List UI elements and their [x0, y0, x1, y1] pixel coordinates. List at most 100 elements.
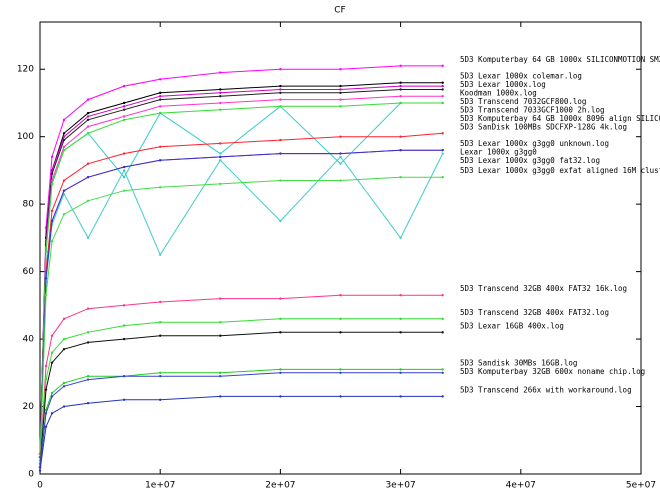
- data-point: [339, 152, 342, 155]
- data-point: [159, 300, 162, 304]
- data-point: [50, 412, 54, 415]
- data-point: [44, 378, 48, 381]
- data-line: [39, 65, 443, 454]
- data-point: [219, 95, 222, 98]
- data-point: [122, 165, 126, 169]
- legend-entry: 5D3 Transcend 266x with workaround.log: [460, 385, 632, 394]
- data-point: [50, 334, 54, 337]
- data-point: [339, 91, 342, 95]
- data-point: [441, 175, 444, 179]
- data-point: [50, 172, 54, 175]
- data-point: [44, 412, 48, 415]
- data-point: [122, 374, 126, 378]
- data-point: [159, 95, 162, 98]
- data-point: [62, 317, 66, 321]
- data-point: [279, 368, 282, 371]
- data-point: [86, 132, 90, 135]
- data-point: [44, 388, 48, 391]
- data-point: [122, 337, 126, 341]
- data-point: [399, 95, 402, 98]
- data-point: [339, 135, 342, 138]
- data-line: [39, 294, 443, 464]
- data-point: [441, 368, 444, 371]
- data-point: [50, 351, 54, 354]
- x-tick-label: 1e+07: [145, 481, 175, 491]
- y-tick-label: 100: [17, 132, 34, 142]
- legend-entry: 5D3 Lexar 16GB 400x.log: [460, 321, 564, 330]
- data-point: [279, 68, 282, 71]
- data-point: [86, 401, 90, 405]
- data-point: [122, 152, 126, 155]
- data-point: [399, 395, 402, 398]
- data-point: [339, 179, 342, 182]
- data-point: [159, 159, 162, 162]
- data-point: [339, 88, 342, 91]
- data-point: [62, 132, 66, 135]
- x-tick-label: 5e+07: [626, 481, 656, 491]
- data-point: [159, 145, 162, 149]
- data-point: [399, 148, 402, 152]
- data-point: [279, 105, 282, 108]
- data-point: [219, 159, 222, 162]
- x-tick-label: 2e+07: [265, 481, 295, 491]
- plot-frame: [39, 21, 642, 475]
- data-point: [399, 175, 402, 179]
- data-point: [62, 138, 66, 142]
- data-point: [159, 98, 162, 101]
- legend-entry: 5D3 Transcend 32GB 400x FAT32.log: [460, 308, 609, 317]
- data-line: [39, 395, 443, 471]
- data-point: [441, 101, 444, 105]
- data-point: [50, 240, 54, 243]
- data-point: [62, 118, 66, 122]
- chart-title: CF: [334, 6, 345, 16]
- y-tick-label: 120: [17, 65, 34, 75]
- data-line: [39, 318, 443, 468]
- data-point: [399, 84, 402, 88]
- data-point: [399, 331, 402, 334]
- data-point: [219, 182, 222, 186]
- data-point: [441, 132, 444, 135]
- data-line: [39, 89, 443, 454]
- data-point: [339, 294, 342, 297]
- data-point: [339, 331, 342, 334]
- data-point: [50, 395, 54, 398]
- data-point: [86, 374, 90, 378]
- data-point: [62, 337, 66, 341]
- data-point: [399, 368, 402, 371]
- data-point: [219, 395, 222, 398]
- legend-entry: 5D3 Transcend 7032GCF800.log: [460, 97, 586, 106]
- data-point: [399, 236, 402, 240]
- data-point: [159, 321, 162, 324]
- data-point: [62, 135, 66, 138]
- legend-entry: 5D3 SanDisk 100MBs SDCFXP-128G 4k.log: [460, 123, 627, 132]
- data-point: [339, 317, 342, 321]
- data-point: [50, 361, 54, 364]
- data-point: [219, 155, 222, 159]
- data-point: [339, 395, 342, 398]
- data-point: [86, 341, 90, 344]
- data-point: [339, 105, 342, 108]
- data-point: [159, 334, 162, 337]
- data-point: [279, 152, 282, 155]
- data-point: [86, 125, 90, 128]
- data-point: [122, 118, 126, 122]
- data-point: [441, 331, 444, 334]
- data-point: [86, 118, 90, 122]
- data-point: [159, 374, 162, 378]
- data-point: [279, 317, 282, 321]
- data-point: [122, 324, 126, 327]
- legend-entry: 5D3 Komputerbay 64 GB 1000x 8096 align S…: [460, 114, 660, 123]
- data-point: [339, 84, 342, 88]
- legend-entry: Lexar 1000x g3gg0: [460, 148, 537, 157]
- data-point: [219, 91, 222, 95]
- data-point: [86, 175, 90, 179]
- data-point: [122, 189, 126, 192]
- data-point: [122, 169, 126, 172]
- legend-entry: 5D3 Komputerbay 64 GB 1000x SILICONMOTIO…: [460, 55, 660, 64]
- data-point: [441, 84, 444, 88]
- data-point: [159, 105, 162, 108]
- data-point: [279, 219, 282, 223]
- data-point: [122, 84, 126, 88]
- legend-entry: 5D3 Komputerbay 32GB 600x noname chip.lo…: [460, 367, 645, 376]
- data-point: [122, 101, 126, 105]
